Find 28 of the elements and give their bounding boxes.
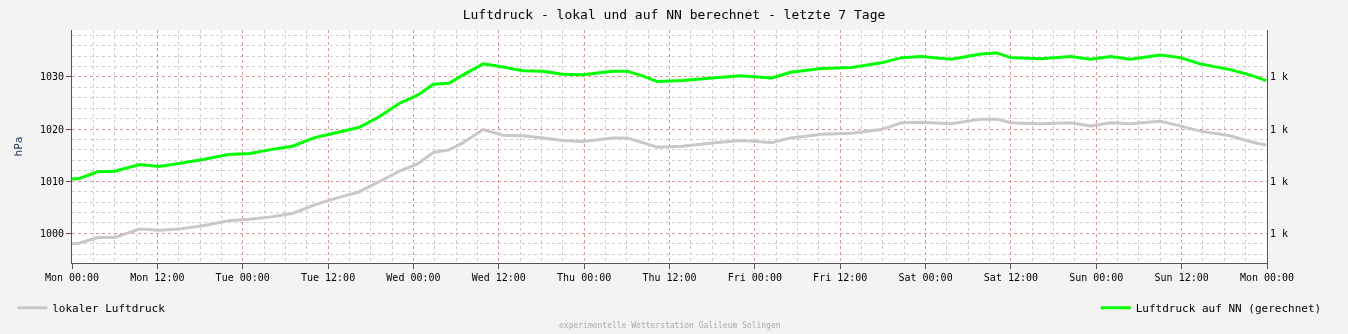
x-tick-label: Mon 00:00 bbox=[44, 272, 100, 283]
x-tick-label: Sat 00:00 bbox=[898, 272, 953, 283]
x-tick-label: Fri 00:00 bbox=[727, 272, 782, 283]
x-tick-label: Mon 12:00 bbox=[130, 272, 185, 283]
legend-label: lokaler Luftdruck bbox=[52, 302, 166, 316]
x-tick-label: Thu 00:00 bbox=[557, 272, 612, 283]
y-tick-label: 1020 bbox=[39, 123, 64, 135]
x-tick-label: Wed 12:00 bbox=[471, 272, 526, 283]
y2-tick-label: 1 k bbox=[1270, 175, 1289, 187]
y-tick-label: 1010 bbox=[39, 175, 64, 187]
y-tick-label: 1000 bbox=[39, 227, 64, 239]
x-tick-label: Sat 12:00 bbox=[983, 272, 1039, 283]
x-tick-label: Mon 00:00 bbox=[1239, 272, 1295, 283]
y2-tick-label: 1 k bbox=[1270, 123, 1289, 135]
x-tick-label: Tue 00:00 bbox=[215, 272, 270, 283]
legend-label: Luftdruck auf NN (gerechnet) bbox=[1135, 302, 1322, 316]
y2-tick-label: 1 k bbox=[1270, 227, 1289, 239]
x-tick-label: Tue 12:00 bbox=[300, 272, 356, 283]
y-tick-label: 1030 bbox=[39, 71, 64, 83]
chart-title: Luftdruck - lokal und auf NN berechnet - letzte 7 Tage bbox=[462, 7, 886, 23]
x-tick-label: Wed 00:00 bbox=[386, 272, 441, 283]
x-tick-label: Fri 12:00 bbox=[813, 272, 868, 283]
y-axis-title: hPa bbox=[11, 136, 25, 157]
y2-tick-label: 1 k bbox=[1270, 71, 1289, 83]
x-tick-label: Sun 00:00 bbox=[1069, 272, 1124, 283]
x-tick-label: Sun 12:00 bbox=[1154, 272, 1209, 283]
x-tick-label: Thu 12:00 bbox=[642, 272, 697, 283]
text: experimentelle Wetterstation Galileum Solingen bbox=[559, 321, 781, 330]
